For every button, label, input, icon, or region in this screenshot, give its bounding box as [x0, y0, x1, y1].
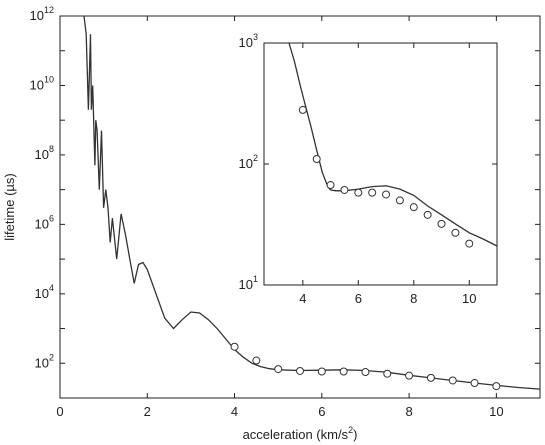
inset-data-point [312, 154, 321, 163]
main-data-point [296, 366, 304, 375]
x-axis-title-text: acceleration (km/s [243, 427, 349, 442]
inset-xtick-label: 10 [462, 291, 476, 306]
main-data-point [274, 365, 283, 374]
inset-data-point [354, 188, 363, 197]
inset-ytick-label: 101 [239, 274, 258, 292]
main-ytick-base: 10 [35, 147, 49, 162]
inset-data-point [423, 210, 432, 219]
main-ytick-exp: 8 [49, 144, 54, 154]
main-data-point [317, 367, 326, 376]
main-xtick-label: 8 [405, 404, 412, 419]
main-ytick-label: 1012 [30, 5, 54, 23]
main-ytick-label: 106 [35, 213, 54, 231]
inset-frame [263, 42, 498, 286]
inset-data-point [451, 228, 460, 237]
main-data-point [405, 371, 414, 380]
inset-ytick-exp: 1 [253, 274, 258, 284]
main-ytick-base: 10 [35, 355, 49, 370]
main-ytick-base: 10 [35, 286, 49, 301]
inset-data-point [326, 181, 335, 190]
main-ytick-label: 108 [35, 144, 54, 162]
main-ytick-exp: 4 [49, 283, 54, 293]
y-axis-title: lifetime (µs) [2, 173, 17, 240]
main-ytick-label: 1010 [30, 74, 54, 92]
inset-ytick-exp: 3 [253, 32, 258, 42]
main-data-point [230, 342, 239, 351]
main-xtick-label: 2 [144, 404, 151, 419]
main-xtick-label: 10 [489, 404, 503, 419]
main-ytick-exp: 6 [49, 213, 54, 223]
main-ytick-base: 10 [30, 8, 44, 23]
inset-ytick-base: 10 [239, 156, 253, 171]
inset-data-point [395, 196, 404, 205]
main-data-point [492, 382, 501, 391]
main-xtick-label: 6 [318, 404, 325, 419]
inset-xtick-label: 8 [410, 291, 417, 306]
inset-data-point [465, 239, 474, 248]
inset-data-point [340, 185, 349, 194]
x-axis-title-tail: ) [353, 427, 357, 442]
main-ytick-exp: 12 [44, 5, 54, 15]
main-xtick-label: 0 [56, 404, 63, 419]
x-axis-title-sup: 2 [348, 425, 353, 435]
main-ytick-base: 10 [30, 77, 44, 92]
inset-ytick-exp: 2 [253, 153, 258, 163]
main-ytick-exp: 2 [49, 352, 54, 362]
main-data-point [426, 373, 435, 382]
inset-data-point [409, 203, 418, 212]
main-data-point [252, 356, 261, 365]
main-ytick-label: 104 [35, 283, 54, 301]
x-axis-title: acceleration (km/s2) [243, 425, 358, 442]
main-data-point [383, 369, 392, 378]
inset-ytick-base: 10 [239, 277, 253, 292]
main-ytick-label: 102 [35, 352, 54, 370]
inset-ytick-label: 102 [239, 153, 258, 171]
main-data-point [470, 379, 479, 388]
inset-xtick-label: 4 [299, 291, 306, 306]
main-data-point [339, 367, 348, 376]
main-ytick-exp: 10 [44, 74, 54, 84]
inset-ytick-label: 103 [239, 32, 258, 50]
main-series-line [83, 16, 540, 390]
main-xtick-label: 4 [231, 404, 238, 419]
inset-xtick-label: 6 [355, 291, 362, 306]
inset-data-point [368, 188, 377, 197]
inset-data-point [437, 219, 446, 228]
inset-series-line [288, 43, 497, 247]
main-data-point [361, 368, 370, 377]
main-ytick-base: 10 [35, 216, 49, 231]
main-data-point [448, 376, 457, 385]
inset-data-point [298, 105, 307, 114]
inset-ytick-base: 10 [239, 35, 253, 50]
inset-data-point [382, 190, 391, 199]
